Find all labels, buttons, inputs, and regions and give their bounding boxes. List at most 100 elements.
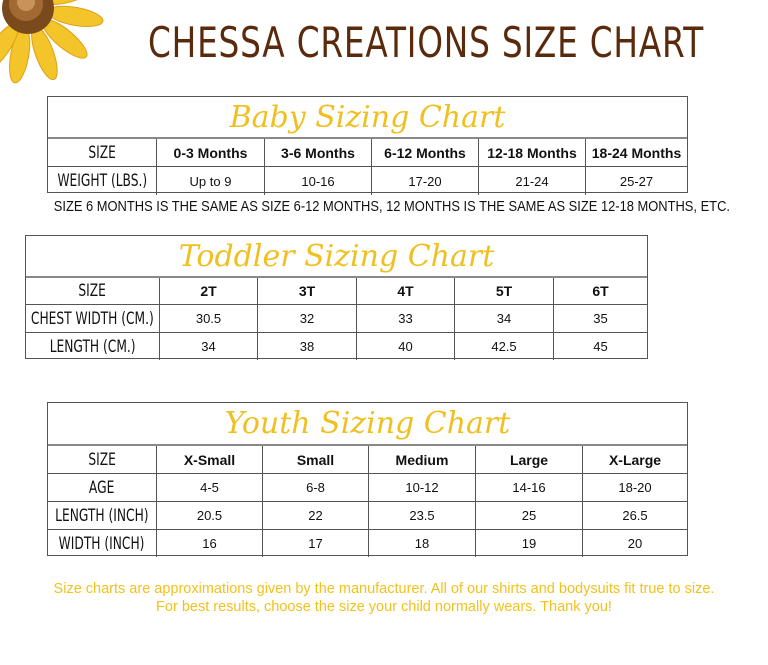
table-cell: 23.5 (368, 502, 475, 529)
table-cell: 18-20 (582, 474, 687, 501)
cell-text: X-Large (608, 451, 662, 468)
table-cell: 14-16 (475, 474, 582, 501)
cell-text: 23.5 (409, 508, 435, 523)
cell-text: 32 (299, 311, 315, 326)
cell-text: 35 (593, 311, 608, 326)
cell-text: 6T (592, 283, 609, 299)
table-cell: 38 (257, 333, 356, 360)
table-cell: 10-12 (368, 474, 475, 501)
cell-text: LENGTH (INCH) (55, 505, 149, 526)
cell-text: 40 (398, 339, 413, 354)
size-header-cell: 0-3 Months (156, 139, 264, 166)
cell-text: 5T (495, 283, 513, 299)
cell-text: 22 (308, 508, 323, 523)
cell-text: Large (509, 451, 549, 468)
table-cell: 35 (553, 305, 647, 332)
cell-text: 20 (627, 536, 643, 551)
table-row: WIDTH (INCH) 16 17 18 19 20 (48, 530, 687, 557)
table-cell: 16 (156, 530, 262, 557)
table-cell: 32 (257, 305, 356, 332)
size-header-cell: X-Large (582, 446, 687, 473)
table-row: LENGTH (INCH) 20.5 22 23.5 25 26.5 (48, 502, 687, 530)
table-row: AGE 4-5 6-8 10-12 14-16 18-20 (48, 474, 687, 502)
size-header-cell: 2T (159, 278, 257, 304)
cell-text: WEIGHT (LBS.) (57, 171, 147, 191)
cell-text: 4-5 (200, 480, 219, 495)
size-header-cell: 5T (454, 278, 553, 304)
cell-text: 10-16 (301, 173, 335, 189)
cell-text: 3-6 Months (281, 144, 355, 161)
cell-text: 16 (202, 536, 217, 551)
cell-text: 34 (496, 311, 512, 326)
cell-text: 2T (200, 283, 217, 299)
table-cell: 18 (368, 530, 475, 557)
cell-text: 17-20 (408, 173, 442, 189)
table-cell: 21-24 (478, 167, 585, 195)
cell-text: AGE (89, 477, 115, 498)
row-label: CHEST WIDTH (CM.) (26, 305, 159, 332)
size-header-cell: 3-6 Months (264, 139, 371, 166)
size-note: SIZE 6 MONTHS IS THE SAME AS SIZE 6-12 M… (53, 198, 730, 215)
cell-text: 21-24 (515, 173, 549, 189)
row-label: WEIGHT (LBS.) (48, 167, 156, 195)
size-header-cell: X-Small (156, 446, 262, 473)
cell-text: 25 (521, 508, 537, 523)
footer-thanks: For best results, choose the size your c… (156, 599, 612, 615)
cell-text: 18-20 (618, 480, 652, 495)
cell-text: 4T (397, 283, 414, 299)
table-cell: Up to 9 (156, 167, 264, 195)
cell-text: 19 (521, 536, 537, 551)
cell-text: Small (296, 451, 335, 468)
table-row: SIZE 0-3 Months 3-6 Months 6-12 Months 12-18… (48, 139, 687, 167)
baby-chart-caption: Baby Sizing Chart (48, 97, 687, 139)
cell-text: CHEST WIDTH (CM.) (31, 308, 154, 329)
cell-text: 33 (398, 311, 413, 326)
table-row: WEIGHT (LBS.) Up to 9 10-16 17-20 21-24 25-27 (48, 167, 687, 195)
table-cell: 22 (262, 502, 368, 529)
toddler-chart-caption: Toddler Sizing Chart (26, 236, 647, 278)
table-cell: 19 (475, 530, 582, 557)
table-cell: 17-20 (371, 167, 478, 195)
table-cell: 26.5 (582, 502, 687, 529)
size-header-cell: Small (262, 446, 368, 473)
size-header-cell: 6-12 Months (371, 139, 478, 166)
table-row: SIZE X-Small Small Medium Large X-Large (48, 446, 687, 474)
cell-text: 45 (593, 339, 608, 354)
cell-text: 18 (414, 536, 430, 551)
row-label: SIZE (48, 139, 156, 166)
cell-text: 42.5 (491, 339, 517, 354)
row-label: SIZE (26, 278, 159, 304)
table-cell: 40 (356, 333, 454, 360)
cell-text: X-Small (183, 451, 236, 468)
table-cell: 25-27 (585, 167, 687, 195)
size-header-cell: Large (475, 446, 582, 473)
cell-text: 34 (201, 339, 216, 354)
table-cell: 34 (454, 305, 553, 332)
table-row: CHEST WIDTH (CM.) 30.5 32 33 34 35 (26, 305, 647, 333)
footer-disclaimer: Size charts are approximations given by … (53, 581, 715, 597)
cell-text: 3T (298, 283, 316, 299)
size-header-cell: 3T (257, 278, 356, 304)
baby-sizing-table: Baby Sizing Chart SIZE 0-3 Months 3-6 Month… (47, 96, 688, 195)
size-header-cell: 4T (356, 278, 454, 304)
cell-text: WIDTH (INCH) (59, 533, 145, 554)
cell-text: 12-18 Months (487, 144, 577, 161)
table-cell: 20.5 (156, 502, 262, 529)
cell-text: 20.5 (196, 508, 223, 523)
cell-text: 6-12 Months (384, 144, 466, 161)
youth-chart-caption: Youth Sizing Chart (48, 403, 687, 446)
cell-text: 17 (308, 536, 323, 551)
size-header-cell: 6T (553, 278, 647, 304)
cell-text: Up to 9 (189, 173, 232, 189)
cell-text: 38 (299, 339, 315, 354)
cell-text: 0-3 Months (173, 144, 248, 161)
cell-text: 14-16 (512, 480, 546, 495)
table-cell: 34 (159, 333, 257, 360)
table-cell: 20 (582, 530, 687, 557)
table-row: SIZE 2T 3T 4T 5T 6T (26, 278, 647, 305)
row-label: AGE (48, 474, 156, 501)
row-label: LENGTH (CM.) (26, 333, 159, 360)
size-header-cell: 12-18 Months (478, 139, 585, 166)
cell-text: 26.5 (622, 508, 648, 523)
cell-text: SIZE (88, 142, 116, 163)
